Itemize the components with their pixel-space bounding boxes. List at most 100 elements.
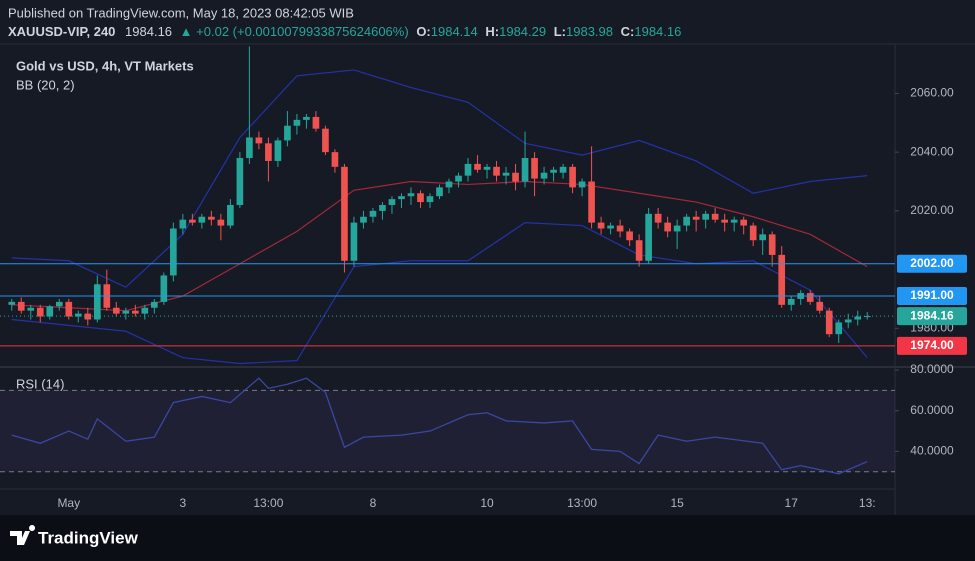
- change: ▲ +0.02 (+0.0010079933875624606%): [180, 24, 409, 39]
- candle-body: [702, 213, 709, 220]
- candle-body: [84, 313, 92, 320]
- rsi-tick-label: 80.0000: [910, 362, 954, 376]
- bb-line: [11, 222, 868, 365]
- candle-body: [369, 210, 377, 217]
- candle-body: [265, 143, 272, 161]
- rsi-line: [11, 377, 868, 475]
- symbol: XAUUSD-VIP, 240: [8, 24, 115, 39]
- candle-body: [521, 158, 529, 182]
- candle-body: [426, 196, 434, 203]
- open-label: O:: [416, 24, 430, 39]
- candle-body: [151, 301, 158, 308]
- bb-legend: BB (20, 2): [16, 77, 75, 92]
- candle-body: [122, 310, 130, 314]
- candle-body: [711, 213, 719, 220]
- candle-body: [597, 222, 605, 229]
- candle-body: [331, 152, 339, 167]
- price-label-box: [897, 307, 967, 326]
- y-tick-label: 2040.00: [910, 144, 954, 158]
- candle-body: [787, 298, 795, 305]
- candle-body: [170, 228, 177, 276]
- low: 1983.98: [566, 24, 613, 39]
- price-label: 2002.00: [910, 256, 954, 270]
- candle-body: [160, 275, 168, 302]
- candle-body: [284, 125, 291, 141]
- candle-body: [322, 128, 329, 153]
- candle-body: [645, 213, 652, 261]
- candle-body: [844, 319, 852, 323]
- high-label: H:: [485, 24, 499, 39]
- candle-body: [379, 205, 386, 211]
- candle-body: [768, 234, 776, 255]
- candle-body: [664, 222, 671, 232]
- open: 1984.14: [431, 24, 478, 39]
- price-label: 1991.00: [910, 288, 954, 302]
- candle-body: [806, 293, 814, 302]
- candle-body: [407, 193, 415, 197]
- candle-body: [93, 284, 101, 320]
- candle-body: [464, 163, 472, 176]
- candle-body: [455, 175, 462, 182]
- candle-body: [179, 219, 187, 229]
- candle-body: [236, 158, 244, 205]
- candle-body: [436, 187, 443, 197]
- candle-body: [227, 205, 234, 226]
- candle-body: [512, 172, 519, 182]
- candle-body: [46, 306, 54, 317]
- candle-body: [721, 219, 728, 223]
- candle-body: [493, 166, 500, 176]
- candle-body: [445, 181, 453, 188]
- candle-body: [825, 310, 833, 335]
- candle-body: [112, 307, 120, 314]
- candle-body: [588, 181, 595, 223]
- published-note: Published on TradingView.com, May 18, 20…: [8, 5, 354, 20]
- candle-body: [293, 119, 301, 126]
- candle-body: [863, 316, 871, 318]
- candle-body: [65, 301, 73, 317]
- candle-body: [27, 307, 35, 311]
- candle-body: [816, 301, 824, 311]
- rsi-legend: RSI (14): [16, 376, 64, 391]
- chart-title: Gold vs USD, 4h, VT Markets: [16, 58, 194, 73]
- candle-body: [303, 116, 310, 120]
- x-tick-label: 3: [180, 496, 187, 510]
- candle-body: [312, 116, 320, 129]
- candle-body: [8, 301, 16, 305]
- price-label: 1974.00: [910, 338, 954, 352]
- candle-body: [17, 301, 25, 311]
- rsi-tick-label: 60.0000: [910, 403, 954, 417]
- x-tick-label: 17: [785, 496, 799, 510]
- x-tick-label: 15: [670, 496, 684, 510]
- candle-body: [255, 137, 263, 144]
- candle-body: [616, 225, 624, 232]
- candle-body: [740, 219, 748, 226]
- candle-body: [854, 316, 862, 320]
- y-tick-label: 2060.00: [910, 86, 954, 100]
- candle-body: [673, 225, 681, 232]
- candle-body: [208, 216, 215, 220]
- price-label: 1984.16: [910, 308, 954, 322]
- x-tick-label: May: [57, 496, 80, 510]
- candle-body: [55, 301, 63, 307]
- candle-body: [778, 254, 786, 305]
- price-pane: [0, 46, 895, 365]
- close-label: C:: [621, 24, 635, 39]
- high: 1984.29: [499, 24, 546, 39]
- candle-body: [350, 222, 358, 261]
- x-tick-label: 8: [370, 496, 377, 510]
- candle-body: [246, 137, 253, 159]
- candle-body: [550, 169, 557, 173]
- candle-body: [569, 166, 576, 188]
- brand-name: TradingView: [38, 528, 139, 547]
- price-label-box: [897, 336, 967, 355]
- rsi-band-fill: [0, 390, 895, 472]
- x-tick-label: 10: [480, 496, 494, 510]
- low-label: L:: [554, 24, 566, 39]
- candle-body: [36, 307, 44, 317]
- bb-line: [11, 69, 868, 288]
- candle-body: [607, 225, 614, 229]
- footer: [0, 515, 975, 561]
